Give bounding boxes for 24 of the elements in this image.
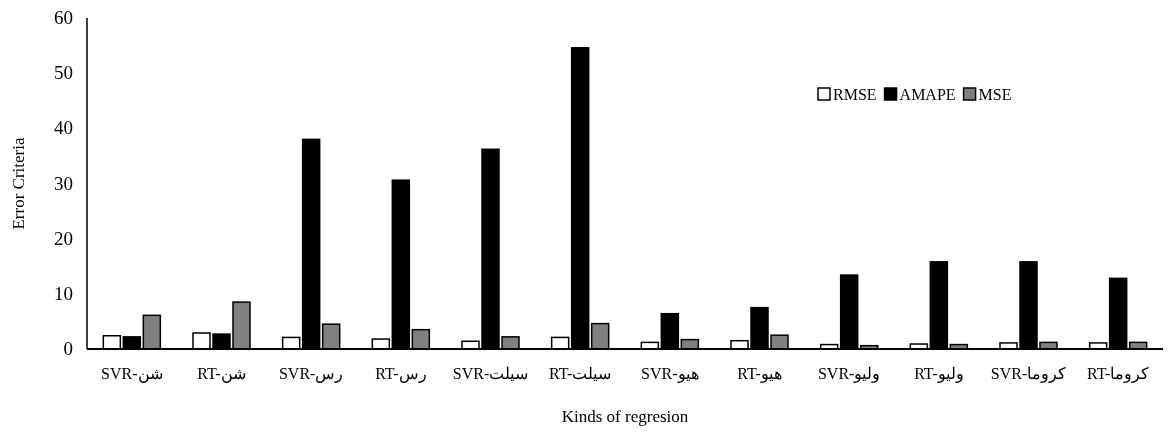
x-tick-label: RT-کروما (1086, 365, 1150, 383)
y-tick-label: 10 (54, 282, 73, 304)
x-tick-label: RT-ولیو (914, 365, 964, 383)
legend-label: MSE (978, 86, 1012, 103)
x-tick-label: SVR-هیو (641, 365, 699, 383)
x-tick-label: SVR-سیلت (452, 365, 529, 382)
y-tick-label: 60 (54, 7, 73, 28)
x-tick-label: RT-هیو (737, 365, 782, 383)
x-tick-label: RT-رس (375, 365, 427, 383)
y-axis-title: Error Criteria (9, 137, 28, 230)
x-axis-title: Kinds of regresion (561, 407, 689, 426)
y-tick-label: 40 (54, 117, 73, 139)
y-tick-label: 20 (54, 227, 73, 249)
x-tick-label: RT-سیلت (548, 365, 612, 382)
x-tick-label: SVR-کروما (990, 365, 1067, 383)
y-tick-label: 0 (63, 338, 73, 359)
legend-label: RMSE (833, 86, 877, 103)
x-tick-label: SVR-رس (278, 365, 344, 383)
x-tick-label: SVR-شن (101, 365, 163, 383)
x-tick-label: RT-شن (197, 365, 246, 383)
legend-label: AMAPE (899, 86, 956, 103)
y-tick-label: 30 (54, 172, 73, 194)
y-tick-label: 50 (54, 62, 73, 84)
x-tick-label: SVR-ولیو (817, 365, 881, 383)
